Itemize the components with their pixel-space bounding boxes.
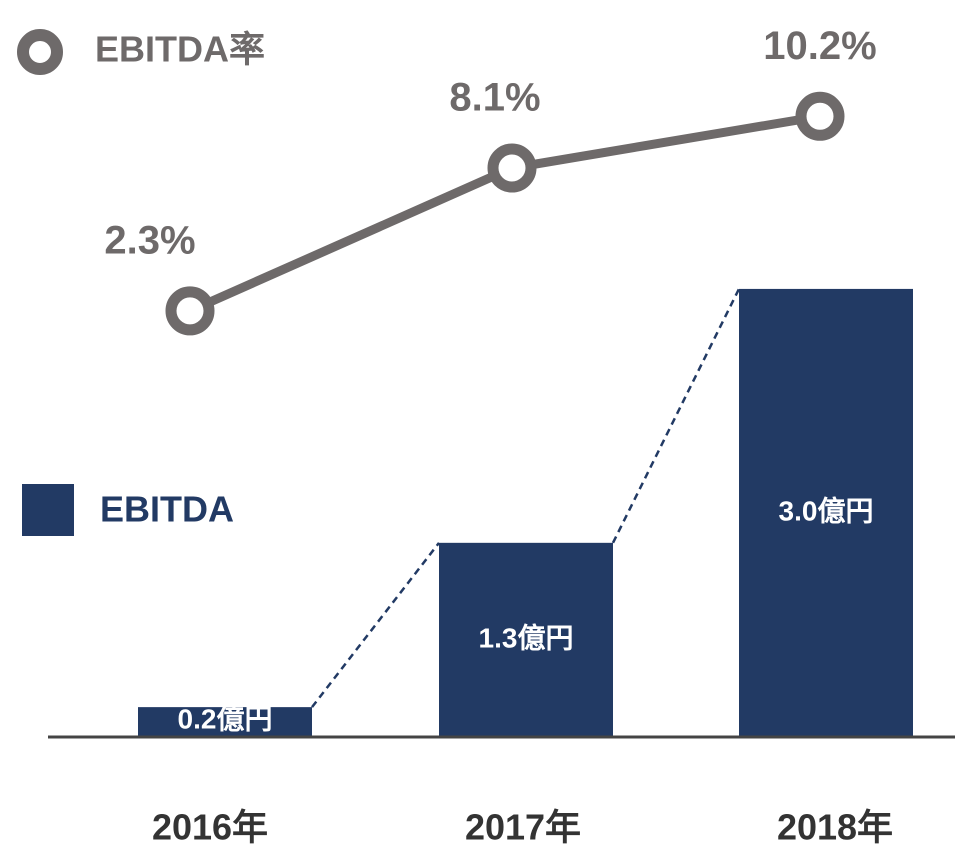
- line-point: [487, 143, 537, 193]
- x-tick-label: 2017年: [465, 807, 581, 848]
- line-value-label: 10.2%: [763, 24, 876, 68]
- line-point: [165, 286, 215, 336]
- legend-label: EBITDA: [100, 489, 234, 530]
- line-point: [795, 91, 845, 141]
- bar-value-label: 0.2億円: [178, 703, 273, 734]
- bar: [439, 542, 613, 737]
- x-tick-label: 2016年: [152, 807, 268, 848]
- connector: [611, 288, 741, 544]
- legend-swatch: [22, 484, 74, 536]
- bar-value-label: 1.3億円: [479, 622, 574, 653]
- bar: [138, 707, 312, 737]
- line-value-label: 8.1%: [449, 76, 540, 120]
- line-value-label: 2.3%: [104, 218, 195, 262]
- connector: [311, 542, 440, 708]
- legend-label: EBITDA率: [95, 29, 265, 70]
- bar-value-label: 3.0億円: [779, 495, 874, 526]
- legend-marker: [17, 29, 63, 75]
- x-tick-label: 2018年: [777, 807, 893, 848]
- bar: [739, 288, 913, 737]
